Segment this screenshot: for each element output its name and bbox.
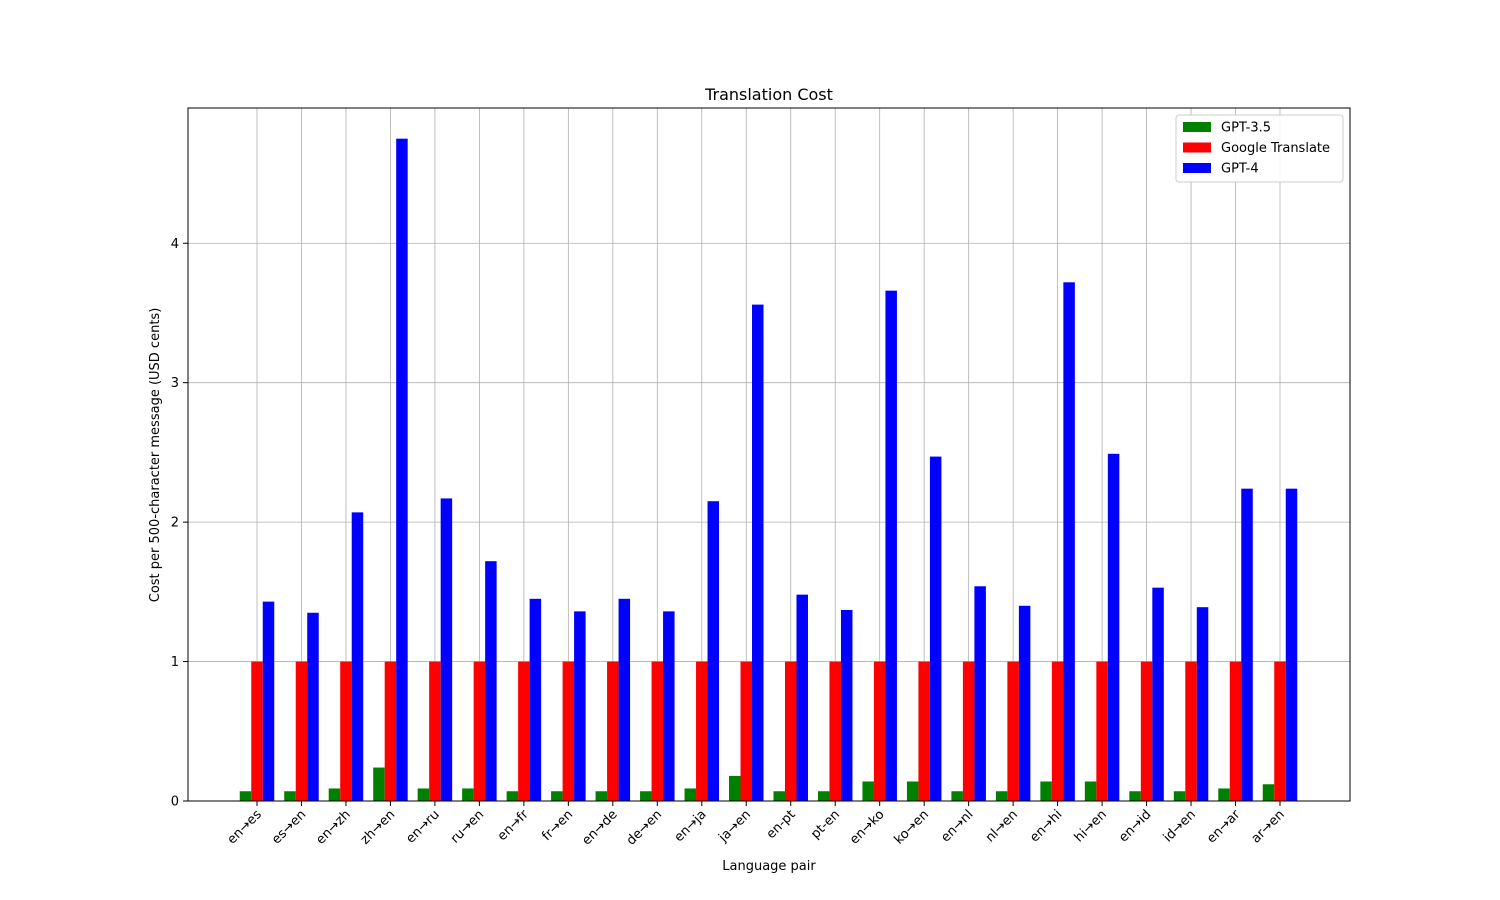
bar-google-translate-18	[1051, 661, 1064, 801]
bar-google-translate-10	[696, 661, 708, 801]
plot-frame	[187, 107, 1351, 802]
bar-google-translate-15	[918, 661, 930, 801]
bar-google-translate-8	[607, 661, 619, 801]
bar-gpt-3-5-8	[595, 791, 608, 801]
bar-gpt-4-15	[929, 456, 942, 801]
bar-google-translate-0	[251, 661, 263, 801]
bar-gpt-3-5-2	[328, 788, 341, 801]
bar-gpt-3-5-12	[773, 791, 785, 801]
bar-gpt-3-5-16	[951, 791, 963, 801]
bar-google-translate-17	[1007, 661, 1019, 801]
bar-google-translate-12	[784, 661, 797, 801]
bar-gpt-4-0	[262, 601, 275, 801]
bar-gpt-4-13	[840, 609, 853, 801]
bar-gpt-4-18	[1063, 282, 1075, 801]
chart-title: Translation Cost	[704, 85, 833, 104]
bar-gpt-4-5	[485, 561, 497, 801]
bar-gpt-4-16	[974, 586, 986, 801]
y-tick-label: 4	[171, 237, 179, 252]
bar-gpt-3-5-3	[373, 767, 385, 801]
bar-google-translate-19	[1096, 661, 1108, 801]
bar-gpt-4-7	[574, 611, 586, 801]
y-axis-label: Cost per 500-character message (USD cent…	[148, 308, 163, 603]
y-tick-label: 0	[171, 795, 179, 810]
bar-gpt-3-5-1	[284, 791, 296, 801]
bar-gpt-4-10	[707, 501, 720, 801]
bar-google-translate-14	[873, 661, 886, 801]
bar-gpt-3-5-9	[640, 791, 652, 801]
bar-google-translate-16	[962, 661, 975, 801]
bar-google-translate-7	[562, 661, 575, 801]
bar-gpt-3-5-0	[239, 791, 252, 801]
legend-label: GPT-3.5	[1221, 121, 1271, 136]
bar-gpt-4-20	[1152, 587, 1164, 801]
bar-gpt-3-5-15	[906, 781, 919, 801]
bar-gpt-4-21	[1196, 607, 1209, 801]
bar-gpt-4-6	[529, 598, 542, 801]
bar-gpt-4-2	[351, 512, 364, 801]
bar-gpt-3-5-19	[1084, 781, 1097, 801]
bar-gpt-3-5-23	[1262, 784, 1275, 801]
y-axis-ticks: 0 1 2 3 4	[171, 237, 188, 810]
bar-google-translate-3	[384, 661, 397, 801]
bar-google-translate-21	[1185, 661, 1197, 801]
bar-google-translate-22	[1229, 661, 1242, 801]
bar-gpt-4-12	[796, 594, 808, 801]
legend-swatch	[1183, 163, 1211, 173]
bar-google-translate-4	[429, 661, 441, 801]
bar-gpt-3-5-5	[462, 788, 474, 801]
legend-swatch	[1183, 142, 1211, 153]
bar-gpt-3-5-21	[1173, 791, 1186, 801]
bar-gpt-3-5-13	[817, 791, 830, 801]
legend-swatch	[1183, 122, 1211, 132]
bar-google-translate-2	[340, 661, 352, 801]
bar-gpt-3-5-11	[729, 775, 741, 801]
bar-google-translate-11	[740, 661, 753, 801]
bar-google-translate-6	[518, 661, 530, 801]
bar-google-translate-9	[651, 661, 664, 801]
bar-google-translate-5	[473, 661, 486, 801]
bar-gpt-4-14	[885, 290, 897, 801]
bar-gpt-4-8	[618, 598, 631, 801]
bar-gpt-4-3	[396, 138, 408, 802]
bar-google-translate-13	[829, 661, 841, 801]
bar-gpt-3-5-10	[684, 788, 697, 801]
bar-gpt-3-5-6	[506, 791, 519, 801]
bar-gpt-3-5-18	[1040, 781, 1052, 801]
bar-gpt-3-5-4	[417, 788, 430, 801]
y-tick-label: 2	[171, 516, 179, 531]
bar-gpt-4-19	[1107, 453, 1120, 801]
bar-gpt-3-5-17	[995, 791, 1008, 801]
bar-google-translate-23	[1274, 661, 1286, 801]
bar-gpt-3-5-22	[1218, 788, 1230, 801]
bar-gpt-4-17	[1018, 605, 1031, 801]
legend-box	[1175, 114, 1344, 183]
bar-gpt-3-5-7	[551, 791, 563, 801]
legend-label: GPT-4	[1221, 162, 1259, 177]
legend: GPT-3.5 Google Translate GPT-4	[1175, 114, 1344, 183]
bar-gpt-3-5-20	[1129, 791, 1141, 801]
bar-gpt-4-23	[1285, 488, 1298, 801]
bar-gpt-4-9	[663, 611, 675, 801]
bar-gpt-4-11	[752, 304, 764, 801]
bar-gpt-4-1	[307, 612, 319, 801]
legend-label: Google Translate	[1221, 141, 1330, 156]
bar-google-translate-20	[1140, 661, 1153, 801]
bar-google-translate-1	[295, 661, 308, 801]
bar-gpt-4-22	[1241, 488, 1253, 801]
y-tick-label: 1	[171, 655, 179, 670]
y-tick-label: 3	[171, 376, 179, 391]
x-axis-label: Language pair	[722, 859, 816, 874]
bar-gpt-3-5-14	[862, 781, 874, 801]
bars	[239, 138, 1298, 802]
bar-gpt-4-4	[440, 498, 453, 801]
